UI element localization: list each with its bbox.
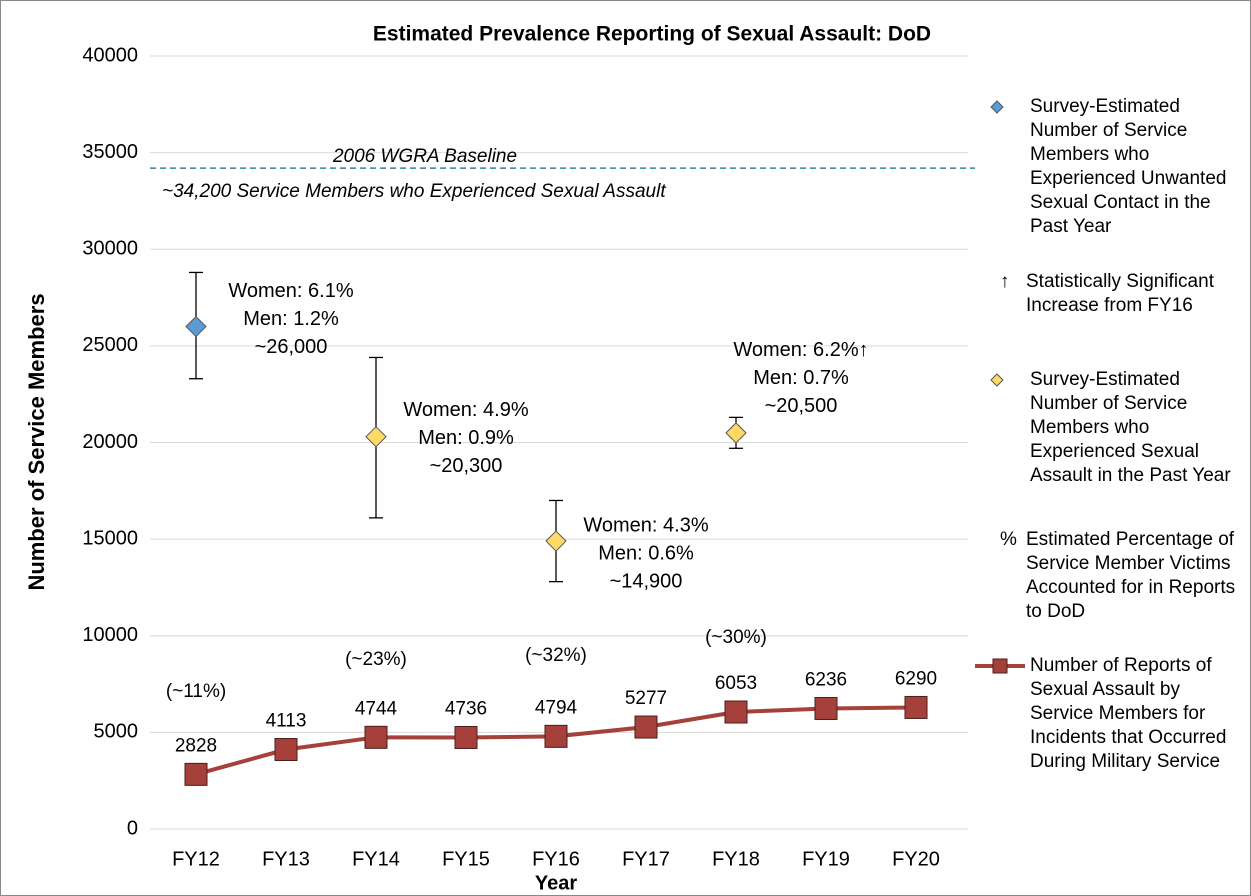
percent-label: (~32%) <box>525 645 587 666</box>
data-label: 6236 <box>805 670 847 691</box>
legend-symbol <box>992 658 1008 674</box>
point <box>364 725 388 749</box>
point <box>365 425 387 448</box>
y-tick-label: 20000 <box>82 431 138 453</box>
point <box>904 695 928 719</box>
data-label: 4744 <box>355 698 398 719</box>
x-tick-label: FY13 <box>262 848 310 870</box>
percent-label: (~23%) <box>345 649 407 670</box>
legend-label: Statistically Significant Increase from … <box>1026 271 1214 316</box>
point <box>725 422 747 444</box>
annotation: Men: 0.6% <box>598 542 694 564</box>
y-tick-label: 15000 <box>82 527 138 549</box>
y-tick-label: 25000 <box>82 334 138 356</box>
legend-symbol <box>990 373 1004 387</box>
data-label: 5277 <box>625 688 667 709</box>
data-label: 4794 <box>535 697 578 718</box>
data-label: 4736 <box>445 698 487 719</box>
x-tick-label: FY16 <box>532 848 580 870</box>
annotation: Women: 4.3% <box>583 514 708 536</box>
y-tick-label: 30000 <box>82 238 138 260</box>
point <box>724 700 748 724</box>
data-label: 4113 <box>266 711 307 732</box>
x-tick-label: FY20 <box>892 848 940 870</box>
data-label: ~20,300 <box>430 455 503 477</box>
data-label: ~26,000 <box>255 336 328 358</box>
x-tick-label: FY19 <box>802 848 850 870</box>
chart-title: Estimated Prevalence Reporting of Sexual… <box>373 23 931 46</box>
point <box>545 530 567 552</box>
annotation: Women: 6.1% <box>228 280 353 302</box>
data-label: ~14,900 <box>610 570 683 592</box>
data-label: ~20,500 <box>765 395 838 417</box>
x-axis-label: Year <box>535 872 577 894</box>
legend-label: Survey-Estimated Number of Service Membe… <box>1030 369 1231 486</box>
legend-symbol <box>990 100 1004 114</box>
point <box>544 724 568 748</box>
percent-label: (~11%) <box>166 681 226 702</box>
y-tick-label: 40000 <box>82 44 138 66</box>
data-label: 2828 <box>175 735 217 756</box>
point <box>185 315 207 338</box>
baseline-note: ~34,200 Service Members who Experienced … <box>162 181 666 202</box>
legend-label: Survey-Estimated Number of Service Membe… <box>1030 96 1227 237</box>
y-tick-label: 35000 <box>82 141 138 163</box>
point <box>184 762 208 786</box>
annotation: Men: 1.2% <box>243 308 339 330</box>
x-tick-label: FY15 <box>442 848 490 870</box>
annotation: Women: 6.2%↑ <box>733 339 868 361</box>
point <box>634 715 658 739</box>
data-label: 6053 <box>715 673 757 694</box>
x-tick-label: FY17 <box>622 848 670 870</box>
y-tick-label: 10000 <box>82 624 138 646</box>
point <box>814 696 838 720</box>
data-label: 6290 <box>895 668 937 689</box>
percent-label: (~30%) <box>705 627 767 648</box>
y-axis-label: Number of Service Members <box>24 293 49 590</box>
legend-label: Number of Reports of Sexual Assault by S… <box>1030 655 1227 772</box>
legend-label: Estimated Percentage of Service Member V… <box>1026 529 1236 622</box>
baseline-label: 2006 WGRA Baseline <box>332 146 517 167</box>
legend-symbol: % <box>1000 529 1017 550</box>
x-tick-label: FY12 <box>172 848 220 870</box>
y-tick-label: 0 <box>127 817 138 839</box>
annotation: Men: 0.7% <box>753 367 849 389</box>
annotation: Women: 4.9% <box>403 399 528 421</box>
point <box>454 725 478 749</box>
x-tick-label: FY14 <box>352 848 400 870</box>
x-tick-label: FY18 <box>712 848 760 870</box>
legend-symbol: ↑ <box>1000 271 1010 292</box>
annotation: Men: 0.9% <box>418 427 514 449</box>
y-tick-label: 5000 <box>94 721 139 743</box>
point <box>274 738 298 762</box>
